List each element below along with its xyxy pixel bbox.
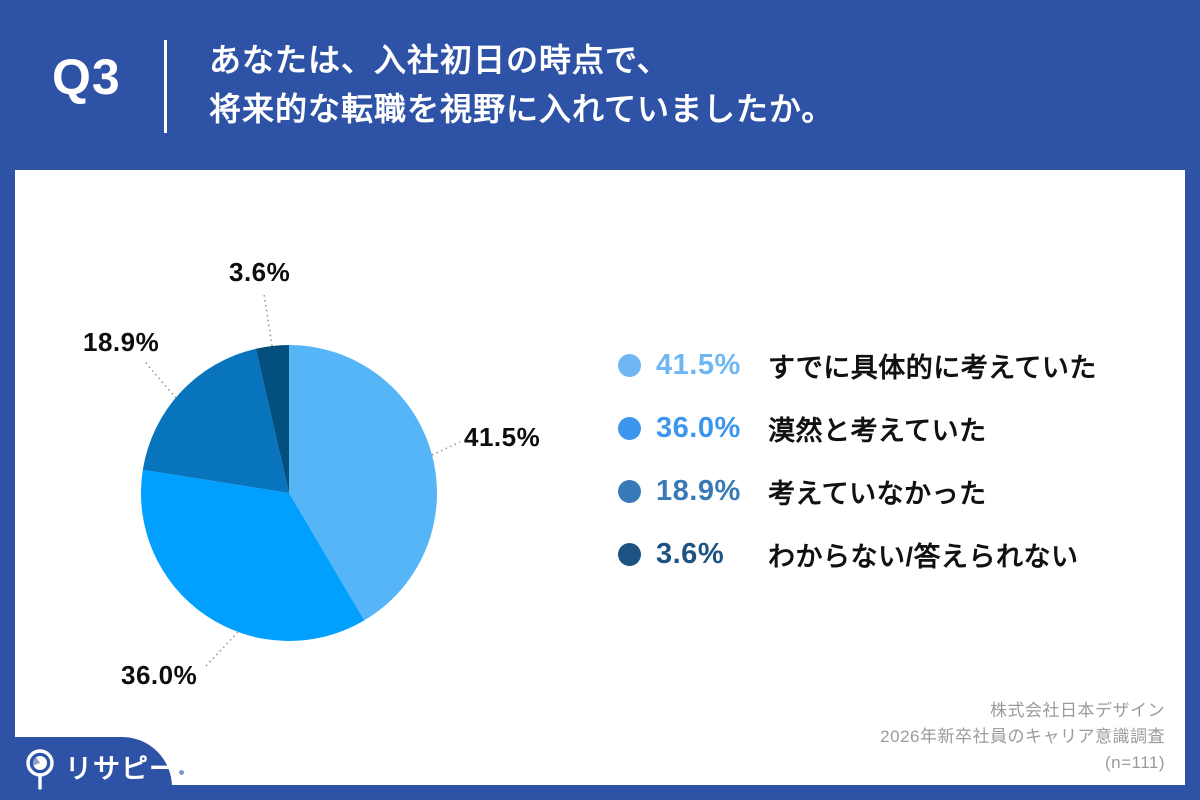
question-title: あなたは、入社初日の時点で、 将来的な転職を視野に入れていましたか。 [209,36,834,134]
chart-card: 41.5% 36.0% 18.9% 3.6% 41.5% すでに具体的に考えてい… [15,170,1185,785]
pie-slice-3 [255,345,289,493]
pie-slices [140,345,437,642]
pie-label-3.6: 3.6% [229,257,291,287]
legend-dot-icon [618,542,641,566]
header: Q3 あなたは、入社初日の時点で、 将来的な転職を視野に入れていましたか。 [0,0,1200,170]
question-number: Q3 [52,49,121,105]
leader-line-41.5 [431,441,461,456]
legend-label: わからない/答えられない [768,541,1079,572]
legend-item-0: 41.5% すでに具体的に考えていた [618,348,1097,383]
legend-label: 考えていなかった [768,478,987,509]
pie-chart [140,293,461,668]
legend-percent: 36.0% [656,411,741,444]
legend-percent: 3.6% [656,537,725,570]
leader-lines [144,293,461,668]
legend: 41.5% すでに具体的に考えていた 36.0% 漠然と考えていた 18.9% … [618,348,1097,600]
legend-item-1: 36.0% 漠然と考えていた [618,411,1097,446]
pie-slice-1 [140,469,365,642]
leader-line-3.6 [263,293,273,347]
legend-item-2: 18.9% 考えていなかった [618,474,1097,509]
legend-dot-icon [618,416,641,440]
question-line-2: 将来的な転職を視野に入れていましたか。 [209,91,835,127]
logo-text: リサピー [65,747,184,786]
pie-slice-2 [142,348,289,493]
pie-label-41.5: 41.5% [464,422,541,452]
header-divider [164,40,167,133]
legend-label: すでに具体的に考えていた [768,352,1097,383]
source-company: 株式会社日本デザイン [990,701,1165,720]
legend-label: 漠然と考えていた [768,415,987,446]
legend-item-3: 3.6% わからない/答えられない [618,537,1097,572]
logo-period-dot [179,770,184,775]
source-survey: 2026年新卒社員のキャリア意識調査 [880,727,1165,746]
brand-logo: リサピー [0,737,184,800]
legend-percent: 18.9% [656,474,741,507]
legend-dot-icon [618,353,641,377]
leader-line-18.9 [144,361,177,399]
pie-slice-0 [289,345,437,621]
magnifier-pie-icon [26,748,54,790]
pie-label-18.9: 18.9% [83,327,160,357]
pie-label-36.0: 36.0% [121,660,198,690]
legend-dot-icon [618,479,641,503]
source-sample-size: (n=111) [1104,753,1165,772]
leader-line-36.0 [204,631,239,668]
source-note: 株式会社日本デザイン 2026年新卒社員のキャリア意識調査 (n=111) [880,698,1165,776]
legend-percent: 41.5% [656,348,741,381]
question-line-1: あなたは、入社初日の時点で、 [209,42,670,78]
